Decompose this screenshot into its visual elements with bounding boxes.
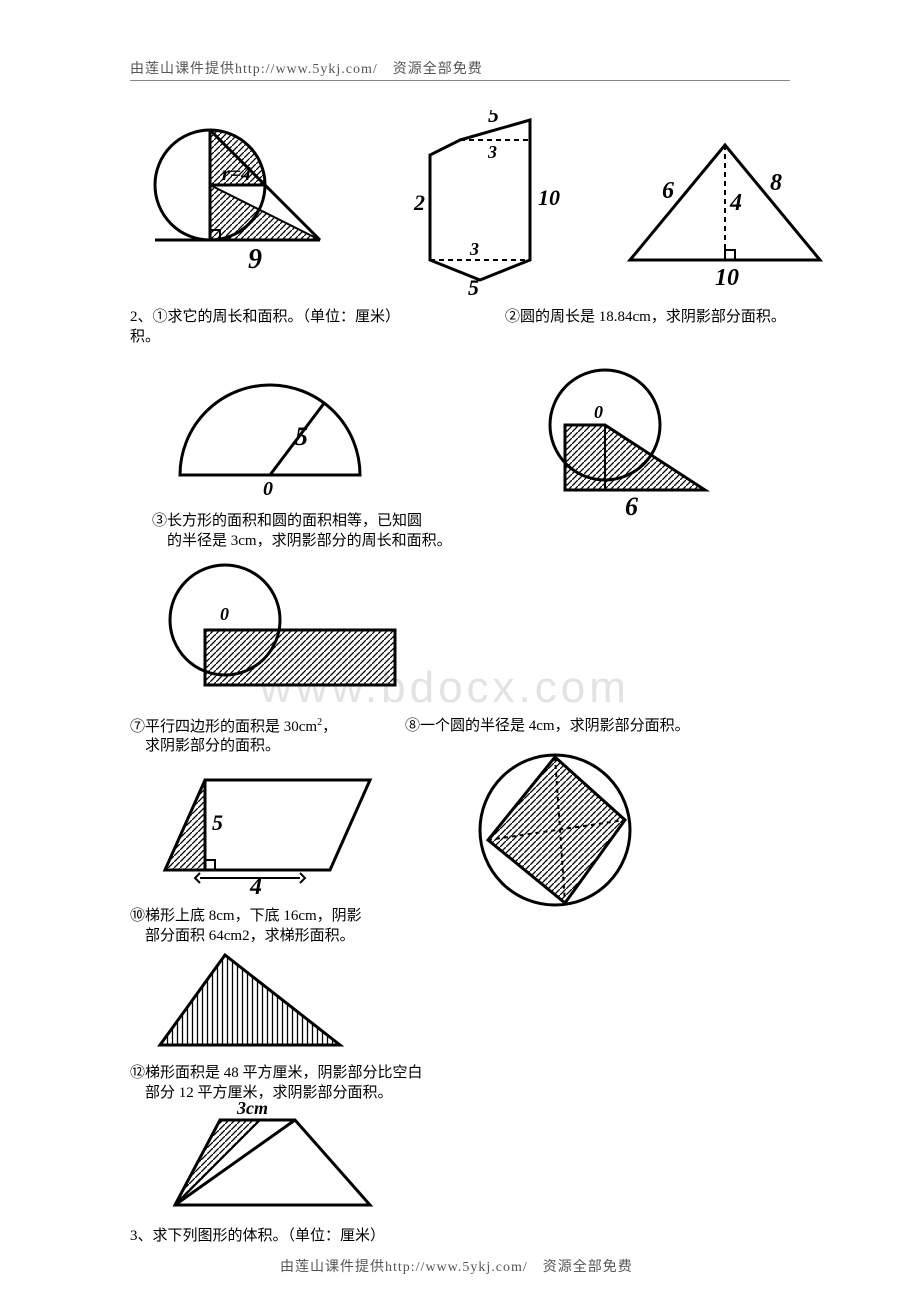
page-header: 由莲山课件提供http://www.5ykj.com/ 资源全部免费 — [130, 58, 483, 78]
svg-text:3: 3 — [469, 239, 479, 259]
svg-text:4: 4 — [729, 190, 742, 216]
svg-text:5: 5 — [212, 810, 223, 835]
figure-2-hexagon: 5 3 2 10 3 5 — [410, 110, 570, 300]
figure-4-semicircle: 5 0 — [165, 370, 375, 500]
svg-text:10: 10 — [538, 185, 560, 210]
figure-7-parallelogram: 5 4 — [150, 760, 390, 900]
svg-text:5: 5 — [468, 275, 479, 300]
q-final: 3、求下列图形的体积。（单位：厘米） — [130, 1225, 385, 1248]
svg-text:9: 9 — [248, 244, 262, 275]
svg-text:8: 8 — [770, 170, 782, 196]
figure-3-triangle: 6 4 8 10 — [610, 130, 840, 290]
svg-text:5: 5 — [295, 422, 308, 451]
figure-6-circle-rect: 0 — [150, 550, 410, 710]
page-footer: 由莲山课件提供http://www.5ykj.com/ 资源全部免费 — [280, 1256, 633, 1276]
svg-text:0: 0 — [263, 478, 273, 500]
q2-part2b: 积。 — [130, 326, 160, 349]
svg-text:6: 6 — [662, 178, 674, 204]
q2-part1: 2、①求它的周长和面积。（单位：厘米） — [130, 306, 400, 329]
q8-text: ⑧一个圆的半径是 4cm，求阴影部分面积。 — [405, 715, 690, 738]
svg-text:10: 10 — [715, 265, 739, 290]
svg-text:r=4: r=4 — [222, 163, 251, 185]
figure-10-triangle — [145, 945, 355, 1060]
figure-12-trapezoid: 3cm — [165, 1100, 385, 1220]
header-rule — [130, 80, 790, 81]
svg-text:6: 6 — [625, 492, 638, 521]
q2-part2a: ②圆的周长是 18.84cm，求阴影部分面积。 — [505, 306, 786, 329]
q7-line2: 求阴影部分的面积。 — [130, 735, 280, 758]
figure-1-circle-triangle: r=4 9 — [130, 110, 340, 290]
svg-text:2: 2 — [413, 190, 425, 215]
svg-text:3cm: 3cm — [236, 1100, 268, 1118]
svg-text:0: 0 — [220, 604, 229, 624]
svg-text:5: 5 — [488, 110, 499, 127]
svg-text:0: 0 — [594, 402, 603, 422]
figure-8-circle-square — [470, 745, 640, 915]
figure-5-circle-triangle: 0 6 — [530, 360, 730, 530]
svg-text:3: 3 — [487, 142, 497, 162]
